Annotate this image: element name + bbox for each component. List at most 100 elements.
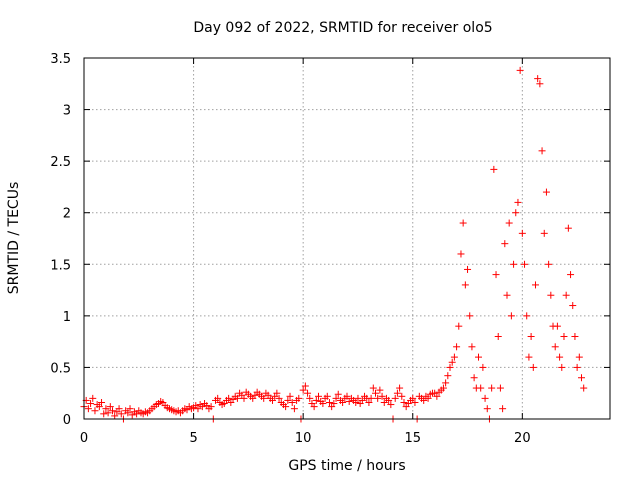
- data-point: [503, 291, 511, 299]
- data-point: [260, 394, 268, 402]
- data-point: [529, 363, 537, 371]
- data-point: [538, 147, 546, 155]
- data-point: [332, 394, 340, 402]
- data-point: [492, 271, 500, 279]
- data-point: [323, 392, 331, 400]
- data-point: [104, 409, 112, 417]
- data-point: [306, 394, 314, 402]
- data-point: [411, 398, 419, 406]
- data-point: [580, 384, 588, 392]
- chart-title: Day 092 of 2022, SRMTID for receiver olo…: [193, 20, 492, 36]
- data-point: [240, 394, 248, 402]
- x-tick-label: 20: [514, 431, 531, 446]
- data-point: [468, 343, 476, 351]
- data-point: [325, 398, 333, 406]
- grid-lines: [84, 58, 610, 419]
- data-point: [98, 398, 106, 406]
- data-point: [564, 224, 572, 232]
- data-point: [525, 353, 533, 361]
- x-tick-label: 10: [295, 431, 312, 446]
- data-point: [521, 260, 529, 268]
- y-tick-label: 0: [63, 413, 71, 428]
- data-point: [393, 389, 401, 397]
- data-point: [531, 281, 539, 289]
- data-point: [115, 405, 123, 413]
- data-point: [490, 165, 498, 173]
- data-point: [553, 322, 561, 330]
- data-point: [523, 312, 531, 320]
- axis-ticks: [83, 57, 610, 420]
- data-point: [420, 396, 428, 404]
- data-point: [391, 394, 399, 402]
- data-point: [569, 302, 577, 310]
- data-point: [194, 405, 202, 413]
- data-point: [108, 407, 116, 415]
- data-point: [354, 394, 362, 402]
- data-point: [527, 332, 535, 340]
- data-point: [374, 394, 382, 402]
- data-point: [310, 403, 318, 411]
- data-point: [439, 384, 447, 392]
- data-point: [301, 382, 309, 390]
- data-point: [466, 312, 474, 320]
- data-point: [315, 392, 323, 400]
- data-point: [282, 403, 290, 411]
- data-point: [505, 219, 513, 227]
- data-point: [536, 80, 544, 88]
- data-point: [571, 332, 579, 340]
- data-point: [288, 398, 296, 406]
- y-axis-label: SRMTID / TECUs: [6, 182, 22, 295]
- data-point: [378, 392, 386, 400]
- data-point: [367, 394, 375, 402]
- data-point: [295, 394, 303, 402]
- data-point: [477, 384, 485, 392]
- data-markers: [80, 66, 588, 423]
- data-point: [562, 291, 570, 299]
- data-point: [483, 405, 491, 413]
- y-tick-label: 1.5: [50, 258, 71, 273]
- data-point: [365, 398, 373, 406]
- data-point: [461, 281, 469, 289]
- data-point: [547, 291, 555, 299]
- data-point: [376, 386, 384, 394]
- data-point: [371, 389, 379, 397]
- data-point: [457, 250, 465, 258]
- data-point: [290, 405, 298, 413]
- x-axis-label: GPS time / hours: [288, 458, 405, 474]
- data-point: [510, 260, 518, 268]
- data-point: [424, 394, 432, 402]
- data-point: [542, 188, 550, 196]
- data-point: [453, 343, 461, 351]
- y-tick-label: 3: [63, 104, 71, 119]
- x-tick-labels: 0 5 10 15 20: [80, 431, 531, 446]
- y-tick-label: 0.5: [50, 361, 71, 376]
- data-point: [87, 400, 95, 408]
- data-point: [475, 353, 482, 361]
- y-tick-label: 2: [63, 207, 71, 222]
- data-point: [284, 396, 292, 404]
- data-point: [89, 394, 97, 402]
- data-point: [106, 403, 114, 411]
- data-point: [273, 389, 281, 397]
- x-tick-label: 0: [80, 431, 88, 446]
- plot-frame: [83, 57, 611, 420]
- data-point: [518, 229, 526, 237]
- data-point: [396, 384, 404, 392]
- data-point: [398, 392, 406, 400]
- data-point: [494, 332, 502, 340]
- data-point: [233, 394, 241, 402]
- data-point: [464, 265, 472, 273]
- data-point: [102, 405, 110, 413]
- data-point: [111, 412, 119, 420]
- data-point: [488, 384, 496, 392]
- data-point: [556, 353, 564, 361]
- data-point: [330, 400, 338, 408]
- y-tick-labels: 0 0.5 1 1.5 2 2.5 3 3.5: [50, 52, 71, 428]
- data-point: [446, 363, 454, 371]
- data-point: [545, 260, 553, 268]
- data-point: [459, 219, 467, 227]
- data-point: [507, 312, 515, 320]
- data-point: [540, 229, 548, 237]
- data-point: [433, 392, 441, 400]
